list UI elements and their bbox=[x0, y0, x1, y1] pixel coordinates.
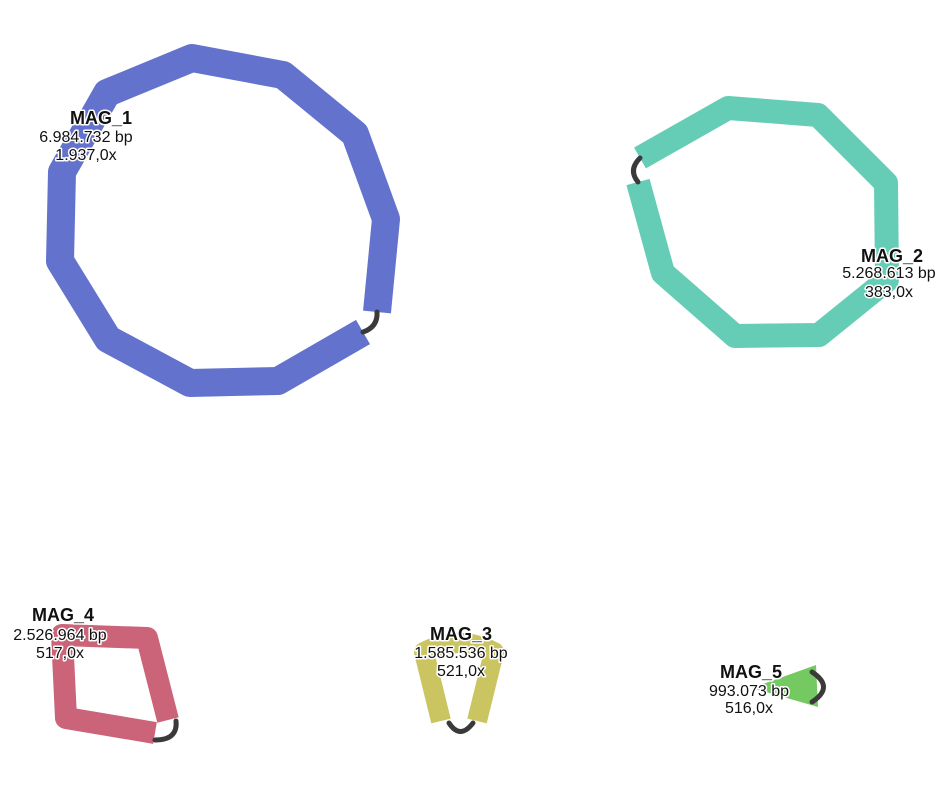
mag-2-link bbox=[631, 155, 643, 185]
mag-2-contig[interactable] bbox=[626, 96, 899, 348]
mag-4-label: MAG_4 2.526.964 bp 517,0x bbox=[12, 604, 109, 664]
mag-3-depth: 521,0x bbox=[437, 663, 485, 680]
mag-5-length: 993.073 bp bbox=[709, 683, 789, 700]
mag-1-depth: 1.937,0x bbox=[55, 147, 116, 164]
mag-1-length: 6.984.732 bp bbox=[39, 129, 133, 146]
mag-1-link bbox=[360, 309, 380, 335]
mag-5-contig[interactable] bbox=[752, 665, 818, 707]
mag-5-depth: 516,0x bbox=[725, 700, 773, 717]
mag-4-depth: 517,0x bbox=[36, 645, 84, 662]
mag-3-node[interactable] bbox=[414, 633, 504, 734]
mag-2-node[interactable] bbox=[626, 96, 899, 348]
mag-3-label: MAG_3 1.585.536 bp 521,0x bbox=[413, 623, 510, 682]
mag-2-length: 5.268.613 bp bbox=[842, 265, 936, 282]
mag-3-contig[interactable] bbox=[414, 633, 504, 724]
mag-2-depth: 383,0x bbox=[865, 284, 913, 301]
mag-3-length: 1.585.536 bp bbox=[414, 645, 508, 662]
mag-4-contig[interactable] bbox=[51, 624, 179, 744]
mag-3-name: MAG_3 bbox=[430, 624, 492, 644]
mag-4-name: MAG_4 bbox=[32, 605, 94, 625]
mag-1-contig[interactable] bbox=[46, 44, 400, 397]
mag-1-node[interactable] bbox=[46, 44, 400, 397]
mag-3-link bbox=[446, 720, 476, 734]
mag-5-label: MAG_5 993.073 bp 516,0x bbox=[707, 661, 790, 719]
mag-2-label: MAG_2 5.268.613 bp 383,0x bbox=[841, 245, 938, 303]
mag-4-link bbox=[152, 718, 179, 743]
mag-2-name: MAG_2 bbox=[861, 246, 923, 266]
mag-5-node[interactable] bbox=[752, 665, 826, 707]
mag-1-label: MAG_1 6.984.732 bp 1.937,0x bbox=[38, 107, 135, 166]
mag-5-link bbox=[809, 669, 826, 705]
mag-4-length: 2.526.964 bp bbox=[13, 627, 107, 644]
mag-1-name: MAG_1 bbox=[70, 108, 132, 128]
mag-4-node[interactable] bbox=[51, 624, 179, 744]
mag-5-name: MAG_5 bbox=[720, 662, 782, 682]
